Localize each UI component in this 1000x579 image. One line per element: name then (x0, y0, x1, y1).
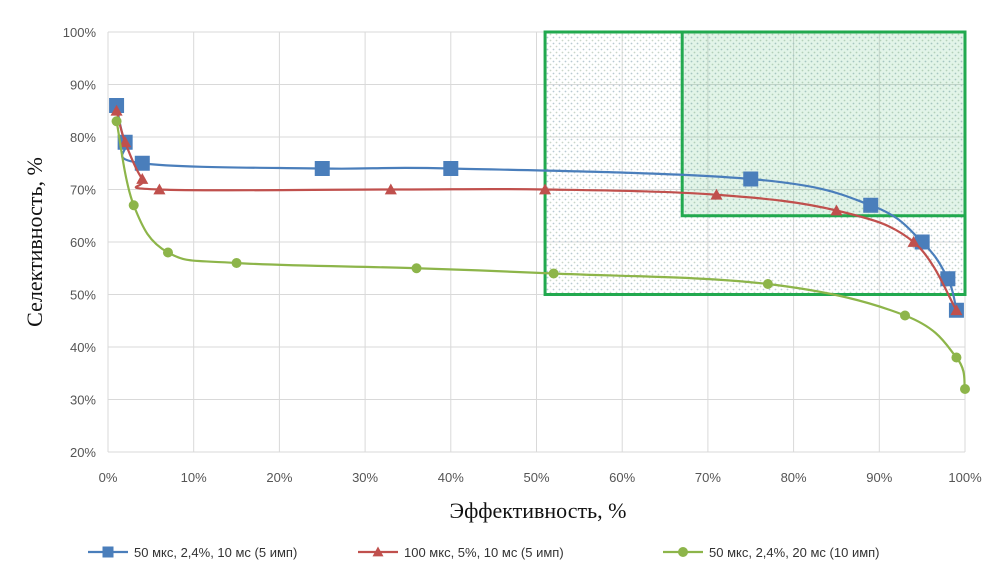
data-point (940, 271, 956, 287)
data-point (960, 384, 970, 394)
legend-entry-2: 100 мкс, 5%, 10 мс (5 имп) (358, 545, 564, 560)
optimal-region-border (680, 30, 967, 218)
data-point (128, 200, 139, 211)
y-tick-label: 60% (70, 235, 96, 250)
data-point (710, 188, 723, 200)
data-point (110, 104, 123, 116)
data-point (411, 263, 422, 274)
data-point (950, 304, 963, 316)
x-tick-label: 50% (523, 470, 549, 485)
data-point (762, 279, 773, 289)
data-point (231, 258, 242, 268)
data-point (900, 310, 911, 321)
data-point (134, 155, 150, 171)
x-tick-label: 100% (948, 470, 982, 485)
x-tick-label: 60% (609, 470, 635, 485)
data-point (119, 136, 132, 148)
data-series (109, 98, 970, 394)
legend-label: 100 мкс, 5%, 10 мс (5 имп) (404, 545, 564, 560)
data-point (314, 161, 330, 176)
y-tick-label: 100% (63, 25, 97, 40)
data-point (863, 197, 879, 213)
data-point (136, 172, 149, 184)
data-point (162, 247, 173, 258)
tick-labels: 0% 10% 20% 30% 40% 50% 60% 70% 80% 90% 100% 20% 30% 4… (63, 25, 982, 485)
optimal-region-fill (682, 32, 965, 216)
highlight-regions (543, 30, 967, 296)
y-tick-label: 50% (70, 288, 96, 303)
legend-label: 50 мкс, 2,4%, 10 мс (5 имп) (134, 545, 297, 560)
legend-marker (678, 547, 688, 557)
y-tick-label: 30% (70, 393, 96, 408)
x-tick-label: 10% (181, 470, 207, 485)
data-point (951, 352, 962, 363)
legend: 50 мкс, 2,4%, 10 мс (5 имп) 100 мкс, 5%, … (88, 545, 880, 560)
x-tick-label: 0% (99, 470, 118, 485)
x-axis-title: Эффективность, % (450, 498, 627, 523)
legend-label: 50 мкс, 2,4%, 20 мс (10 имп) (709, 545, 880, 560)
data-point (539, 183, 552, 195)
y-axis-title: Селективность, % (22, 157, 47, 327)
series-line (115, 121, 967, 390)
data-point (384, 183, 397, 195)
y-tick-label: 80% (70, 130, 96, 145)
x-tick-label: 20% (266, 470, 292, 485)
data-point (443, 161, 459, 176)
series-1 (109, 98, 964, 318)
data-point (830, 204, 843, 216)
data-point (111, 116, 122, 127)
legend-marker (102, 546, 114, 558)
legend-marker (372, 546, 384, 557)
series-3 (111, 116, 970, 394)
acceptable-region-fill (545, 32, 965, 295)
y-tick-label: 40% (70, 340, 96, 355)
legend-entry-1: 50 мкс, 2,4%, 10 мс (5 имп) (88, 545, 297, 560)
x-tick-label: 40% (438, 470, 464, 485)
data-point (548, 268, 559, 279)
x-tick-label: 70% (695, 470, 721, 485)
x-tick-label: 30% (352, 470, 378, 485)
y-tick-label: 70% (70, 183, 96, 198)
x-tick-label: 80% (781, 470, 807, 485)
series-2 (110, 104, 963, 316)
x-tick-label: 90% (866, 470, 892, 485)
data-point (743, 171, 759, 187)
data-point (153, 183, 166, 195)
data-point (907, 235, 920, 247)
legend-entry-3: 50 мкс, 2,4%, 20 мс (10 имп) (663, 545, 880, 560)
y-tick-label: 90% (70, 78, 96, 93)
y-tick-label: 20% (70, 445, 96, 460)
